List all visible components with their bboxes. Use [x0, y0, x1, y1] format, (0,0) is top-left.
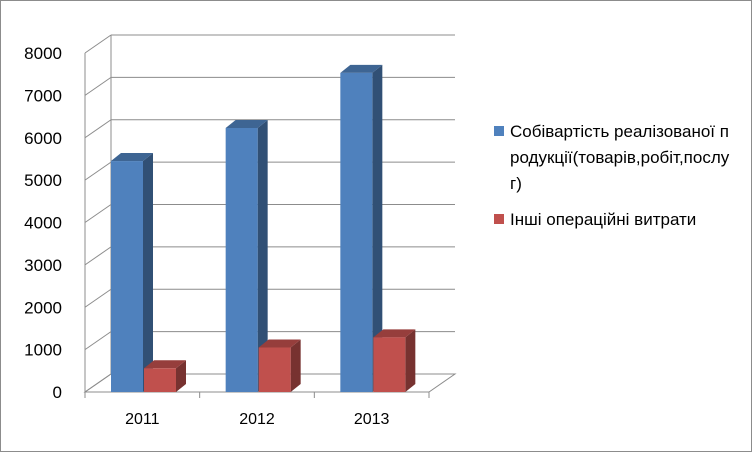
y-tick-label: 0 — [53, 383, 62, 402]
bar-side — [176, 360, 186, 392]
y-tick-label: 2000 — [24, 298, 62, 317]
wall-gridline — [84, 34, 112, 54]
wall-gridline — [84, 288, 112, 308]
bar-top — [225, 120, 268, 129]
x-tick-label: 2011 — [125, 411, 160, 428]
bar — [340, 72, 373, 392]
wall-gridline — [84, 331, 112, 351]
legend-item: Інші операційні витрати — [494, 207, 734, 233]
legend-item: Собівартість реалізованої продукції(това… — [494, 119, 734, 197]
bar-side — [143, 153, 153, 392]
y-tick-label: 7000 — [24, 86, 62, 105]
y-tick-label: 1000 — [24, 341, 62, 360]
wall-gridline — [84, 76, 112, 96]
bar — [144, 368, 176, 392]
legend-swatch — [494, 214, 504, 224]
y-tick-label: 4000 — [24, 214, 62, 233]
y-tick-label: 5000 — [24, 171, 62, 190]
x-tick-label: 2012 — [239, 411, 275, 428]
bar-top — [111, 153, 153, 162]
bar-side — [405, 329, 416, 392]
legend: Собівартість реалізованої продукції(това… — [494, 119, 734, 243]
wall-gridline — [84, 204, 112, 223]
wall-gridline — [84, 161, 112, 181]
bar — [373, 337, 406, 392]
bar-side — [372, 64, 383, 392]
x-tick-label: 2013 — [354, 411, 390, 428]
wall-gridline — [84, 246, 112, 266]
bar-top — [373, 329, 416, 338]
legend-label: Інші операційні витрати — [510, 210, 697, 229]
bar-side — [290, 339, 301, 392]
legend-label: Собівартість реалізованої продукції(това… — [510, 122, 730, 193]
bar — [111, 161, 143, 392]
bar — [258, 347, 291, 392]
y-tick-label: 6000 — [24, 129, 62, 148]
legend-swatch — [494, 126, 504, 136]
y-tick-label: 8000 — [24, 44, 62, 63]
bar-side — [257, 120, 268, 392]
bar-top — [144, 360, 186, 369]
wall-gridline — [84, 119, 112, 139]
bar-top — [258, 339, 301, 348]
bar-top — [340, 64, 383, 73]
y-tick-label: 3000 — [24, 256, 62, 275]
bar — [225, 128, 258, 392]
